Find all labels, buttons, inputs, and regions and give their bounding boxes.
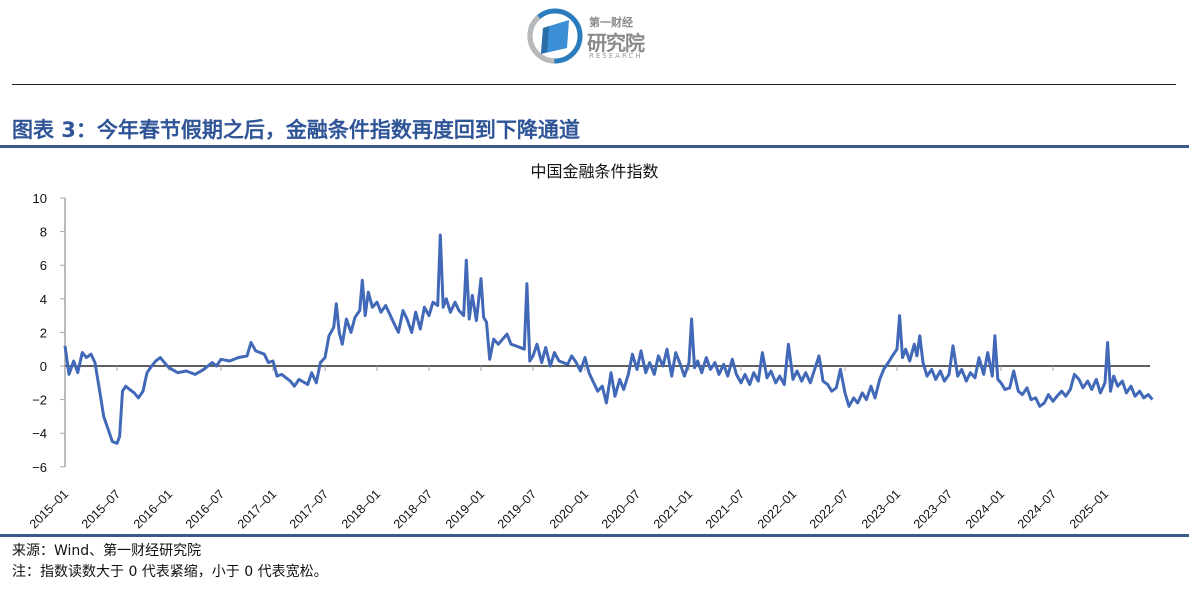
x-tick-label: 2022–07 — [807, 487, 851, 531]
x-axis: 2015–01 2015–07 2016–01 2016–07 2017–01 2017–… — [27, 365, 1150, 531]
x-tick-label: 2024–07 — [1015, 487, 1059, 531]
x-tick-label: 2017–01 — [235, 487, 279, 531]
y-tick-label: 4 — [40, 292, 47, 307]
y-axis: 10 8 6 4 2 0 −2 −4 −6 — [32, 191, 66, 475]
logo: 第一财经 研究院 RESEARCH — [527, 8, 667, 64]
x-tick-label: 2025–01 — [1067, 487, 1111, 531]
x-tick-label: 2022–01 — [755, 487, 799, 531]
header-divider — [12, 84, 1176, 85]
logo-brand-line3: RESEARCH — [589, 52, 643, 60]
x-tick-label: 2021–01 — [651, 487, 695, 531]
x-tick-label: 2023–07 — [911, 487, 955, 531]
source-note: 来源：Wind、第一财经研究院 — [12, 543, 202, 559]
x-tick-label: 2016–07 — [183, 487, 227, 531]
series-line — [63, 233, 1154, 445]
y-tick-label: 0 — [40, 359, 47, 374]
x-tick-label: 2021–07 — [703, 487, 747, 531]
line-chart: 10 8 6 4 2 0 −2 −4 −6 2015–01 2015–07 2016–01 2016–… — [27, 191, 1154, 531]
y-tick-label: 10 — [33, 191, 47, 206]
logo-brand-line1: 第一财经 — [589, 16, 633, 29]
x-tick-label: 2018–07 — [391, 487, 435, 531]
x-tick-label: 2018–01 — [339, 487, 383, 531]
x-tick-label: 2015–07 — [79, 487, 123, 531]
footer-divider — [0, 534, 1189, 537]
x-tick-label: 2015–01 — [27, 487, 71, 531]
y-tick-label: 6 — [40, 258, 47, 273]
x-tick-label: 2024–01 — [963, 487, 1007, 531]
x-tick-label: 2020–07 — [599, 487, 643, 531]
y-tick-label: 8 — [40, 225, 47, 240]
chart-title: 中国金融条件指数 — [530, 162, 659, 181]
book-circle-logo-icon — [527, 8, 583, 64]
y-tick-label: 2 — [40, 325, 47, 340]
x-tick-label: 2019–07 — [495, 487, 539, 531]
footnote: 注：指数读数大于 0 代表紧缩，小于 0 代表宽松。 — [12, 564, 328, 580]
x-tick-label: 2019–01 — [443, 487, 487, 531]
y-tick-label: −4 — [32, 426, 47, 441]
x-tick-label: 2017–07 — [287, 487, 331, 531]
x-tick-label: 2016–01 — [131, 487, 175, 531]
x-tick-label: 2020–01 — [547, 487, 591, 531]
y-tick-label: −2 — [32, 393, 47, 408]
title-divider — [0, 145, 1189, 148]
y-tick-label: −6 — [32, 460, 47, 475]
figure-title: 图表 3：今年春节假期之后，金融条件指数再度回到下降通道 — [12, 118, 580, 142]
x-tick-label: 2023–01 — [859, 487, 903, 531]
logo-brand-line2: 研究院 — [587, 31, 645, 55]
